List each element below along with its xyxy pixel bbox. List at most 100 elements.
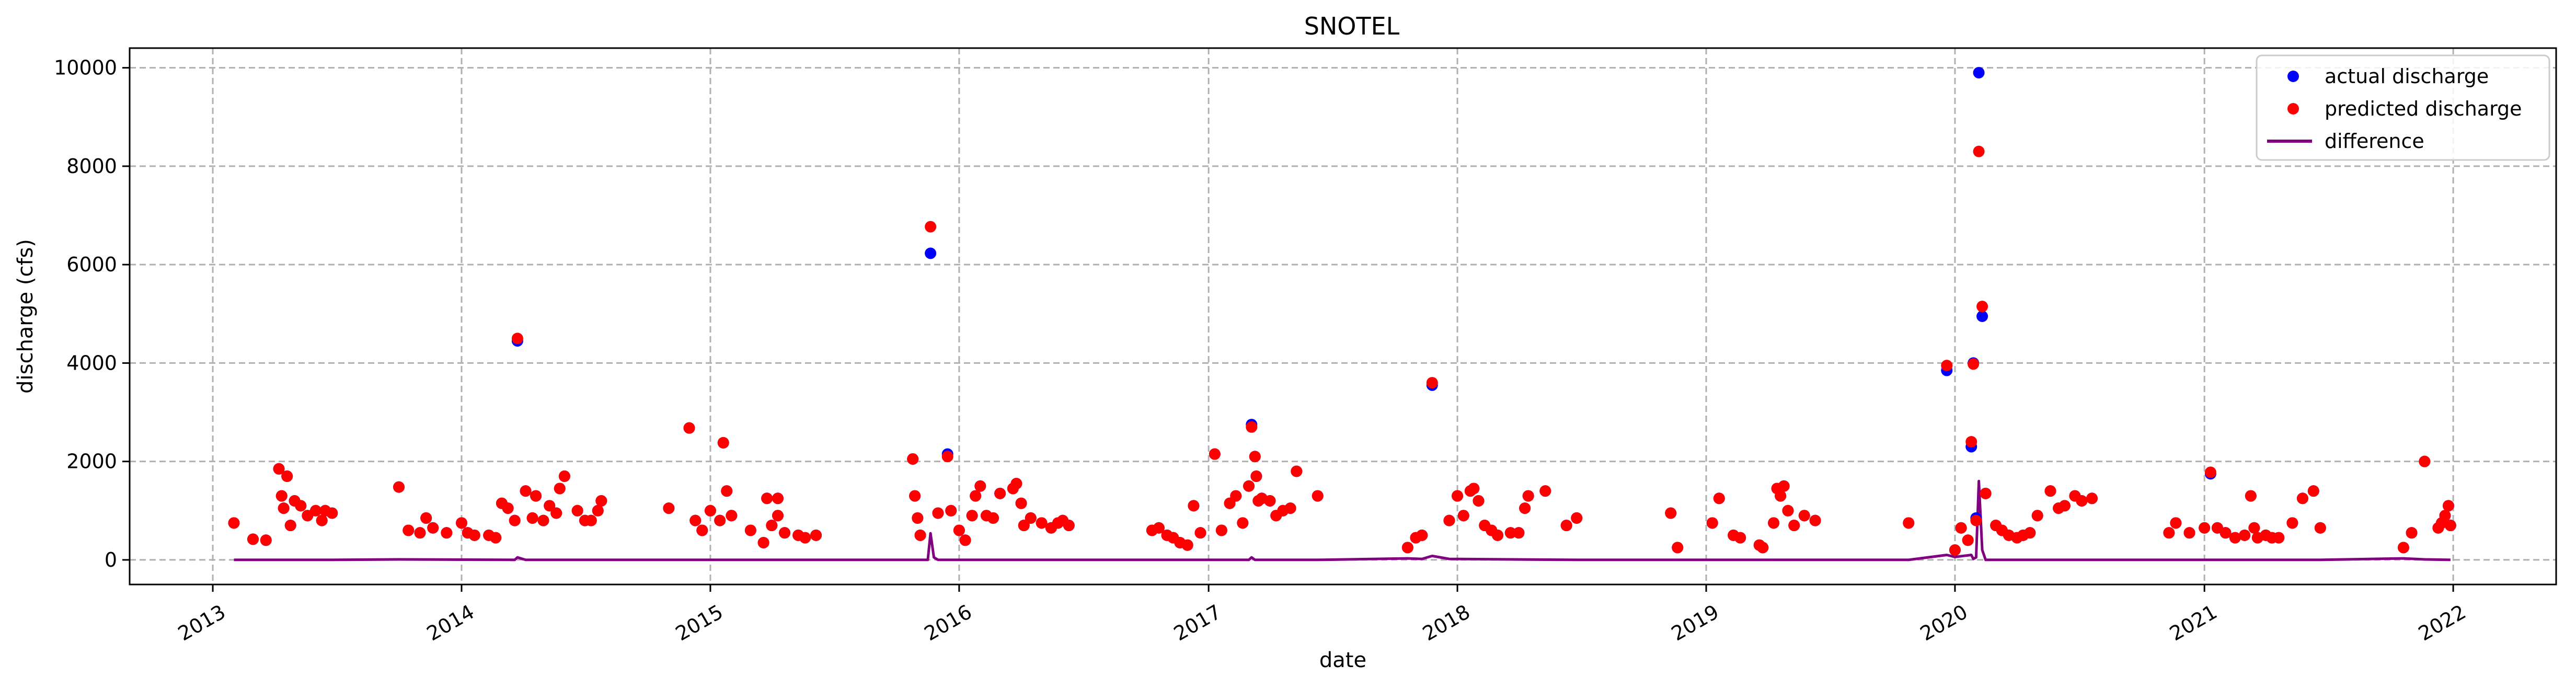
predicted-discharge-point xyxy=(909,490,921,502)
predicted-discharge-point xyxy=(1973,145,1985,157)
legend-actual-label: actual discharge xyxy=(2325,65,2489,88)
predicted-discharge-point xyxy=(1010,478,1022,490)
predicted-discharge-point xyxy=(1672,542,1684,554)
predicted-discharge-point xyxy=(2248,522,2260,534)
predicted-discharge-point xyxy=(571,504,583,517)
predicted-discharge-point xyxy=(420,512,432,524)
predicted-discharge-point xyxy=(1036,517,1048,529)
predicted-discharge-point xyxy=(1734,532,1746,544)
predicted-discharge-point xyxy=(537,514,549,526)
predicted-discharge-point xyxy=(228,517,240,529)
predicted-discharge-point xyxy=(2024,527,2036,539)
predicted-discharge-point xyxy=(925,221,937,233)
predicted-discharge-point xyxy=(2406,527,2418,539)
predicted-discharge-point xyxy=(912,512,924,524)
predicted-discharge-point xyxy=(1522,490,1534,502)
predicted-discharge-point xyxy=(1473,495,1485,507)
predicted-discharge-point xyxy=(1250,470,1262,482)
predicted-discharge-point xyxy=(761,492,773,504)
difference-line xyxy=(234,479,2451,561)
predicted-discharge-point xyxy=(2163,527,2175,539)
y-tick-label: 6000 xyxy=(66,253,117,276)
x-tick-label: 2015 xyxy=(672,600,727,645)
predicted-discharge-point xyxy=(2273,532,2285,544)
y-tick-label: 4000 xyxy=(66,351,117,374)
predicted-discharge-point xyxy=(509,514,521,526)
predicted-discharge-point xyxy=(2419,455,2431,467)
predicted-discharge-point xyxy=(585,514,597,526)
predicted-discharge-point xyxy=(1968,358,1980,370)
predicted-discharge-point xyxy=(1426,377,1438,389)
predicted-discharge-point xyxy=(1560,520,1572,532)
predicted-discharge-point xyxy=(554,483,566,495)
predicted-discharge-point xyxy=(2183,527,2195,539)
predicted-discharge-point xyxy=(1798,510,1810,522)
predicted-discharge-point xyxy=(1809,514,1821,526)
predicted-discharge-point xyxy=(1513,527,1525,539)
predicted-discharge-point xyxy=(714,514,726,526)
predicted-discharge-point xyxy=(1782,504,1794,517)
predicted-discharge-point xyxy=(766,520,778,532)
legend-box xyxy=(2256,54,2550,161)
predicted-discharge-point xyxy=(511,332,523,345)
chart-title: SNOTEL xyxy=(1304,12,1400,40)
predicted-discharge-point xyxy=(941,451,953,463)
predicted-discharge-point xyxy=(1452,490,1464,502)
legend-predicted-label: predicted discharge xyxy=(2325,97,2522,120)
predicted-discharge-point xyxy=(427,522,439,534)
predicted-discharge-point xyxy=(779,527,791,539)
x-tick-label: 2022 xyxy=(2414,600,2470,645)
predicted-discharge-point xyxy=(1284,502,1296,514)
predicted-discharge-point xyxy=(326,507,338,519)
predicted-discharge-point xyxy=(2444,520,2456,532)
predicted-discharge-point xyxy=(260,534,272,546)
predicted-discharge-point xyxy=(414,527,426,539)
predicted-discharge-point xyxy=(1243,480,1255,492)
predicted-discharge-point xyxy=(1312,490,1324,502)
predicted-discharge-point xyxy=(1018,520,1030,532)
grid xyxy=(130,48,2556,584)
legend-predicted-marker xyxy=(2287,103,2299,114)
predicted-discharge-point xyxy=(595,495,607,507)
predicted-discharge-point xyxy=(273,463,285,475)
predicted-discharge-point xyxy=(1955,522,1967,534)
predicted-discharge-point xyxy=(502,502,514,514)
predicted-discharge-point xyxy=(520,485,532,497)
predicted-discharge-point xyxy=(2307,485,2319,497)
predicted-discharge-point xyxy=(757,536,769,548)
predicted-discharge-point xyxy=(558,470,570,482)
predicted-discharge-point xyxy=(441,527,453,539)
predicted-discharge-point xyxy=(2220,527,2232,539)
predicted-discharge-point xyxy=(1153,522,1165,534)
predicted-discharge-point xyxy=(772,510,784,522)
predicted-discharge-point xyxy=(530,490,542,502)
predicted-discharge-point xyxy=(1965,436,1977,448)
x-tick-label: 2017 xyxy=(1170,600,1225,645)
predicted-discharge-point xyxy=(2204,466,2216,478)
predicted-discharge-point xyxy=(2076,495,2088,507)
legend: actual discharge predicted discharge dif… xyxy=(2256,54,2550,161)
predicted-discharge-point xyxy=(1215,524,1227,536)
predicted-discharge-point xyxy=(1539,485,1551,497)
predicted-discharge-point xyxy=(468,529,480,541)
predicted-discharge-point xyxy=(1571,512,1583,524)
predicted-discharge-point xyxy=(1706,517,1718,529)
predicted-discharge-point xyxy=(726,510,738,522)
actual-discharge-point xyxy=(925,247,937,259)
predicted-discharge-point xyxy=(974,480,986,492)
predicted-discharge-point xyxy=(945,504,957,517)
x-axis-ticks: 2013 2014 2015 2016 2017 2018 2019 2020 2021 2022 xyxy=(174,584,2470,645)
predicted-discharge-series xyxy=(228,145,2456,556)
x-tick-label: 2018 xyxy=(1419,600,1474,645)
predicted-discharge-point xyxy=(994,487,1006,499)
predicted-discharge-point xyxy=(1194,527,1206,539)
predicted-discharge-point xyxy=(987,512,999,524)
predicted-discharge-point xyxy=(1264,495,1276,507)
predicted-discharge-point xyxy=(2286,517,2298,529)
predicted-discharge-point xyxy=(2296,492,2308,504)
x-tick-label: 2013 xyxy=(174,600,229,645)
predicted-discharge-point xyxy=(309,504,321,517)
predicted-discharge-point xyxy=(1768,517,1780,529)
predicted-discharge-point xyxy=(247,533,259,545)
legend-actual-marker xyxy=(2287,71,2299,82)
